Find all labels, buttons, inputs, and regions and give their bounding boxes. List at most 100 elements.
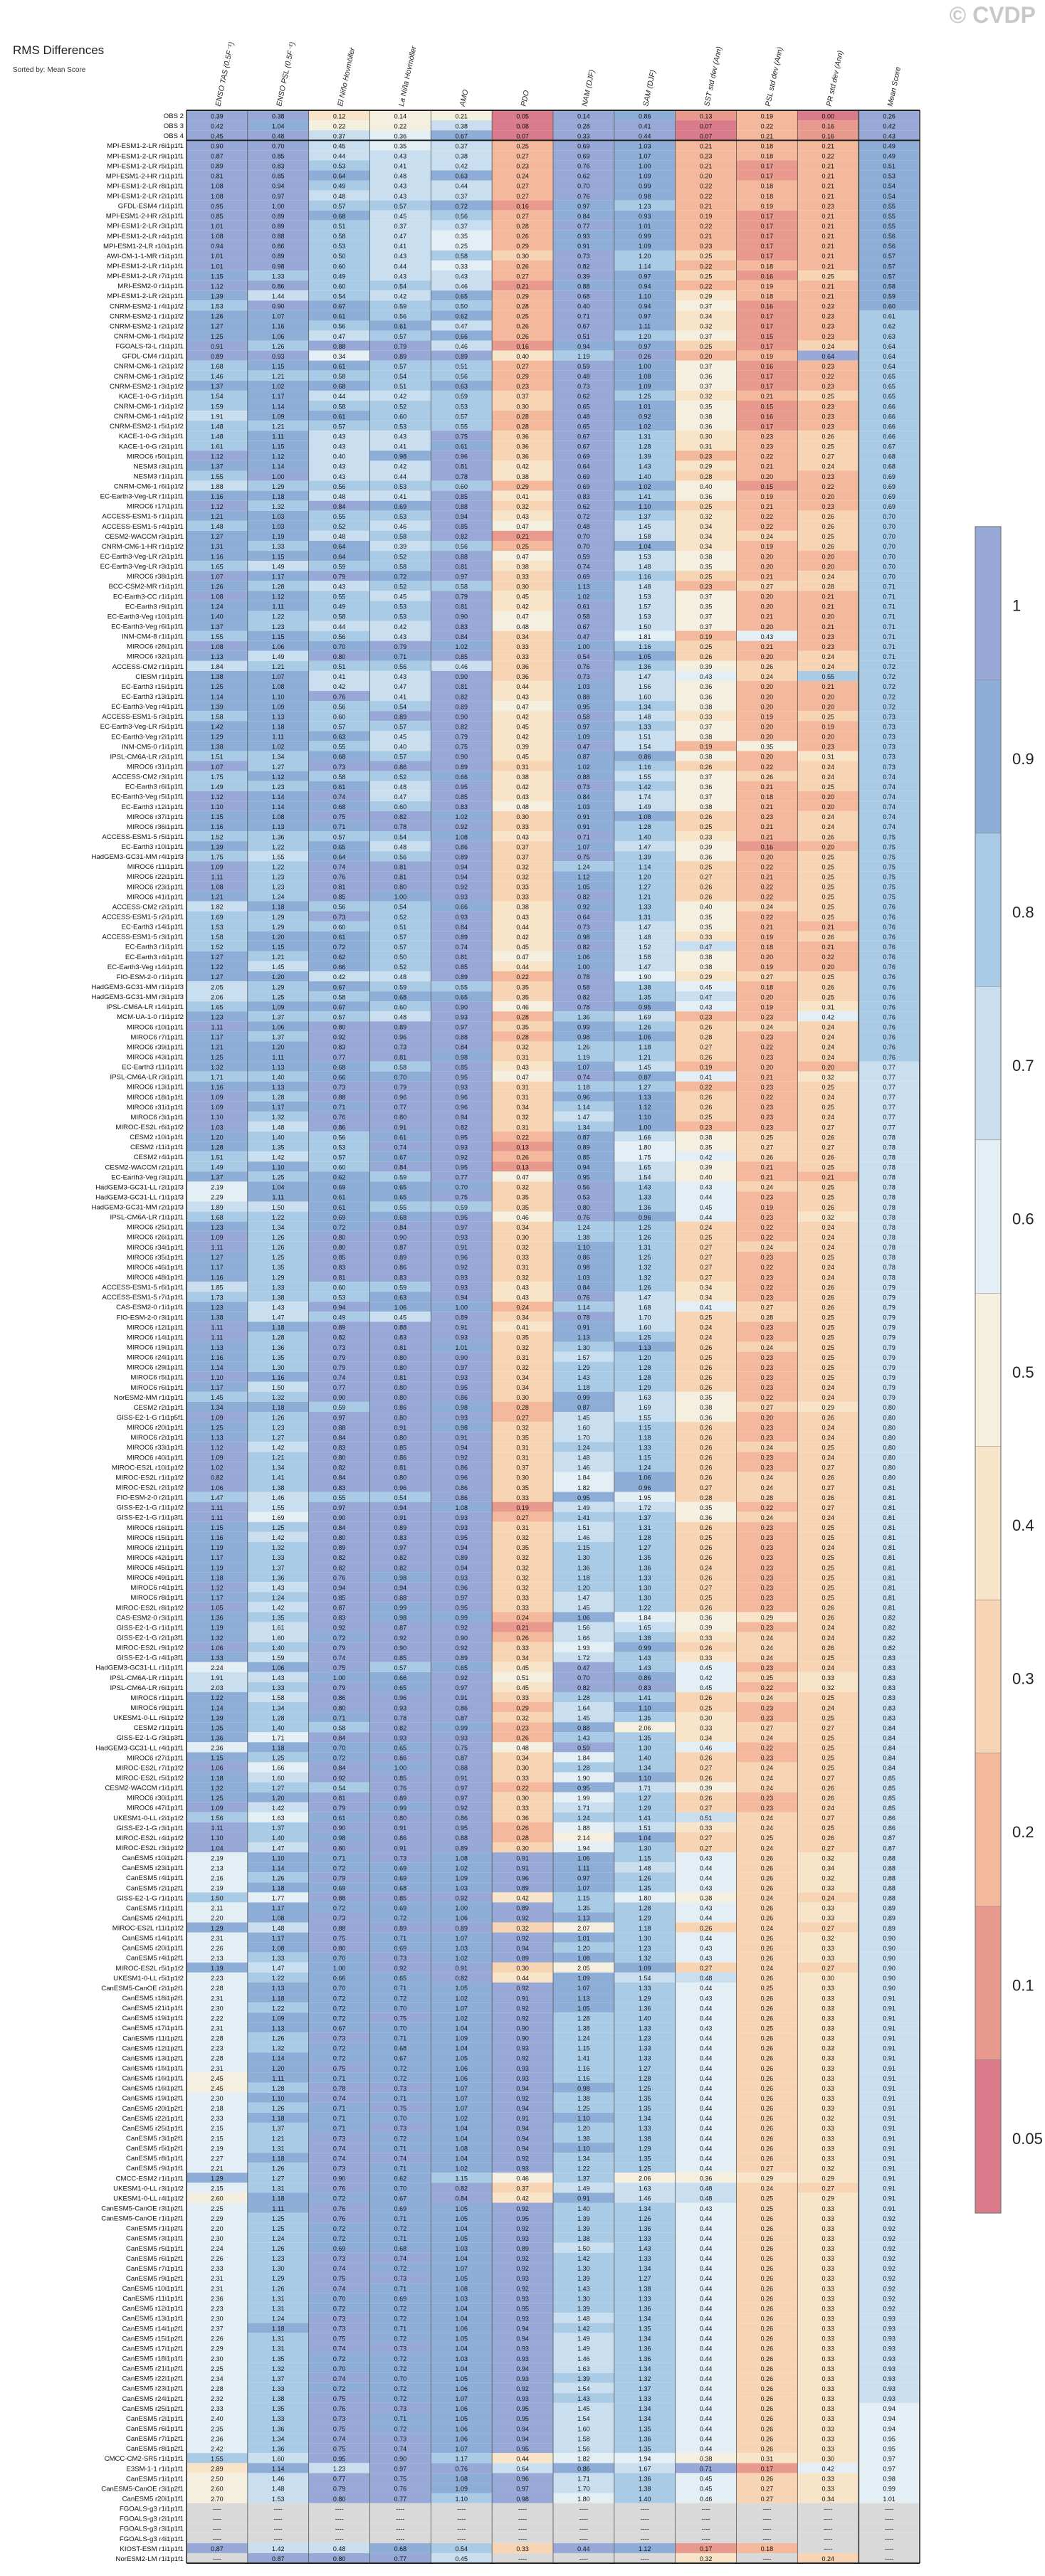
cell-value: 0.94: [455, 1444, 468, 1451]
cell-value: 0.23: [761, 1434, 774, 1441]
cell-value: 1.00: [639, 163, 651, 170]
cell-value: 0.70: [883, 523, 896, 530]
cell-value: 1.13: [211, 653, 224, 660]
cell-value: 0.23: [761, 1084, 774, 1091]
row-label: CanESM5 r22i1p2f1: [122, 2375, 184, 2383]
cell-value: 0.26: [700, 1574, 713, 1581]
cell-value: 1.70: [639, 1314, 651, 1321]
cell-value: 0.56: [333, 703, 346, 710]
cell-value: 0.71: [333, 823, 346, 830]
row-label: FIO-ESM-2-0 r3i1p1f1: [117, 1314, 184, 1321]
cell-value: 0.92: [455, 1645, 468, 1652]
cell-value: 0.82: [455, 723, 468, 730]
column-header: ENSO PSL (0.5F⁻¹): [275, 41, 297, 107]
heatmap-cell: [736, 280, 798, 291]
cell-value: 0.33: [821, 2025, 834, 2032]
cell-value: 1.36: [639, 663, 651, 670]
cell-value: 0.57: [333, 833, 346, 840]
cell-value: 0.94: [455, 513, 468, 520]
cell-value: 0.37: [700, 613, 713, 621]
cell-value: 0.54: [333, 293, 346, 300]
cell-value: 0.24: [761, 1785, 774, 1792]
cell-value: 0.82: [394, 1554, 407, 1561]
cell-value: 1.39: [639, 853, 651, 860]
row-label: MIROC-ES2L r10i1p1f2: [112, 1464, 184, 1472]
cell-value: 0.22: [761, 453, 774, 460]
cell-value: 1.02: [455, 643, 468, 650]
cell-value: 0.24: [821, 663, 834, 670]
cell-value: 0.23: [761, 1124, 774, 1131]
cell-value: 1.45: [577, 1414, 590, 1421]
cell-value: 0.94: [394, 1504, 407, 1511]
cell-value: 0.72: [394, 2075, 407, 2082]
row-label: CanESM5 r3i1p1f1: [126, 2235, 184, 2243]
cell-value: 0.26: [761, 774, 774, 781]
cell-value: 0.37: [516, 1464, 529, 1472]
cell-value: 0.43: [700, 1184, 713, 1191]
cell-value: 0.81: [394, 1464, 407, 1472]
heatmap-cell: [308, 380, 370, 391]
heatmap-cell: [614, 200, 676, 211]
cell-value: 0.89: [394, 1254, 407, 1261]
cell-value: 0.49: [333, 603, 346, 611]
heatmap-cell: [553, 130, 614, 141]
cell-value: 0.82: [455, 1975, 468, 1982]
cell-value: 1.35: [639, 1554, 651, 1561]
cell-value: 0.23: [761, 1664, 774, 1672]
cell-value: 2.06: [211, 993, 224, 1001]
cell-value: 1.18: [577, 1084, 590, 1091]
cell-value: 0.96: [394, 1484, 407, 1492]
column-header: AMO: [458, 89, 471, 108]
heatmap-cell: [247, 170, 309, 181]
cell-value: 0.17: [761, 323, 774, 330]
cell-value: 1.32: [639, 1274, 651, 1281]
heatmap-cell: [614, 150, 676, 161]
cell-value: 0.43: [394, 253, 407, 260]
cell-value: 0.92: [516, 1985, 529, 1992]
cell-value: 0.57: [394, 754, 407, 761]
cell-value: 0.59: [455, 1204, 468, 1211]
cell-value: 0.26: [516, 1734, 529, 1741]
cell-value: 0.48: [333, 493, 346, 500]
cell-value: 0.24: [761, 1895, 774, 1902]
cell-value: 1.33: [639, 723, 651, 730]
cell-value: 0.24: [700, 1564, 713, 1571]
cell-value: 0.74: [333, 1374, 346, 1381]
heatmap-cell: [187, 130, 248, 141]
row-label: AWI-CM-1-1-MR r1i1p1f1: [107, 253, 184, 260]
cell-value: 1.61: [211, 443, 224, 450]
cell-value: 0.90: [272, 303, 285, 310]
row-label: MIROC6 r16i1p1f1: [127, 1524, 184, 1532]
heatmap-cell: [614, 370, 676, 381]
cell-value: 0.21: [700, 203, 713, 210]
cell-value: 1.68: [639, 1304, 651, 1311]
cell-value: 0.82: [394, 813, 407, 820]
cell-value: 1.47: [577, 1114, 590, 1121]
cell-value: 0.84: [333, 1524, 346, 1531]
cell-value: 1.11: [272, 603, 284, 611]
cell-value: 1.22: [211, 964, 224, 971]
cell-value: 1.09: [211, 1805, 224, 1812]
cell-value: 1.06: [272, 1024, 285, 1031]
cell-value: 2.36: [211, 1745, 224, 1752]
cell-value: 0.45: [516, 593, 529, 601]
heatmap-cell: [308, 120, 370, 131]
heatmap-cell: [797, 290, 859, 301]
cell-value: 0.80: [333, 1244, 346, 1251]
cell-value: 0.26: [700, 1524, 713, 1531]
cell-value: 0.96: [577, 1094, 590, 1101]
cell-value: 0.26: [821, 1474, 834, 1482]
cell-value: 1.34: [639, 1765, 651, 1772]
cell-value: 0.94: [272, 183, 285, 190]
cell-value: 0.17: [761, 233, 774, 240]
cell-value: 0.44: [700, 2075, 713, 2082]
cell-value: 0.87: [394, 1625, 407, 1632]
cell-value: 1.09: [455, 1874, 468, 1881]
chart-subtitle: Sorted by: Mean Score: [13, 66, 86, 74]
cell-value: 0.38: [455, 122, 468, 130]
cell-value: 1.34: [639, 703, 651, 710]
cell-value: 1.13: [272, 2025, 285, 2032]
cell-value: 0.21: [821, 163, 834, 170]
cell-value: 0.24: [821, 343, 834, 350]
cell-value: 1.55: [211, 473, 224, 480]
